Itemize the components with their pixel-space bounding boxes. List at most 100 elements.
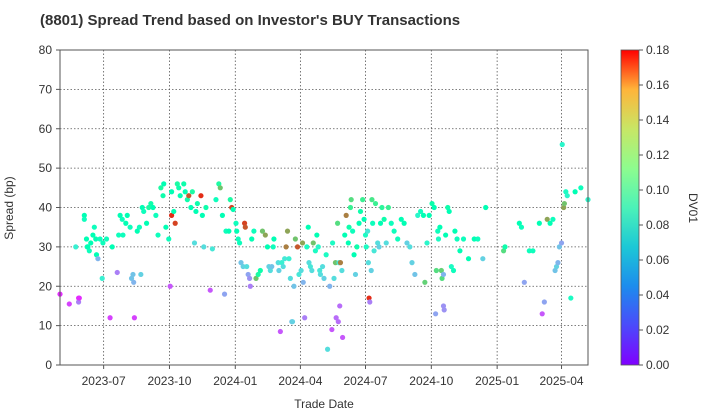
- data-point: [198, 193, 204, 199]
- data-point: [81, 216, 87, 222]
- data-point: [385, 204, 391, 211]
- data-point: [307, 263, 314, 270]
- data-point: [306, 260, 312, 266]
- data-point: [114, 269, 120, 276]
- data-point: [454, 236, 460, 242]
- data-point: [88, 240, 94, 246]
- data-point: [578, 185, 584, 191]
- data-point: [363, 244, 369, 250]
- data-point: [127, 224, 133, 230]
- data-point: [332, 260, 339, 266]
- data-point: [564, 193, 570, 199]
- y-tick-label: 0: [45, 358, 52, 372]
- data-point: [440, 303, 447, 309]
- data-point: [284, 228, 291, 234]
- data-point: [216, 181, 222, 187]
- data-point: [329, 326, 335, 333]
- data-point: [317, 267, 323, 274]
- data-point: [134, 228, 140, 234]
- data-point: [76, 295, 82, 301]
- data-point: [555, 260, 561, 266]
- data-point: [412, 271, 418, 278]
- y-tick-label: 50: [39, 161, 53, 175]
- data-point: [240, 263, 246, 270]
- data-point: [381, 216, 387, 222]
- data-point: [457, 248, 463, 254]
- data-point: [424, 240, 430, 246]
- data-point: [377, 220, 384, 226]
- data-point: [331, 275, 337, 281]
- data-point: [438, 267, 444, 274]
- data-point: [502, 244, 508, 250]
- data-point: [445, 204, 451, 211]
- data-point: [86, 248, 92, 254]
- data-point: [452, 228, 458, 234]
- data-point: [480, 256, 486, 262]
- x-tick-label: 2024-04: [278, 374, 322, 388]
- data-point: [347, 204, 354, 211]
- data-point: [184, 197, 190, 203]
- data-point: [563, 189, 569, 195]
- x-tick-label: 2024-01: [213, 374, 257, 388]
- data-point: [191, 240, 198, 246]
- data-point: [304, 244, 310, 250]
- data-point: [420, 212, 427, 218]
- data-point: [372, 200, 379, 207]
- data-point: [246, 275, 253, 281]
- data-point: [257, 267, 263, 274]
- colorbar-label: DV01: [686, 193, 700, 223]
- data-point: [282, 256, 288, 262]
- data-point: [302, 315, 308, 321]
- x-tick-label: 2023-07: [82, 374, 126, 388]
- data-point: [279, 260, 285, 266]
- data-point: [245, 271, 251, 278]
- data-point: [437, 224, 443, 230]
- data-point: [310, 240, 316, 246]
- data-point: [530, 248, 536, 254]
- data-point: [294, 244, 301, 250]
- data-point: [422, 279, 428, 285]
- data-point: [253, 275, 259, 281]
- data-point: [352, 271, 359, 278]
- data-point: [233, 220, 239, 226]
- data-point: [435, 236, 442, 242]
- data-point: [97, 236, 103, 242]
- data-point: [321, 275, 327, 281]
- data-point: [255, 271, 261, 278]
- data-point: [398, 216, 404, 222]
- data-point: [439, 275, 445, 281]
- data-point: [431, 204, 437, 211]
- data-point: [572, 189, 578, 195]
- y-tick-label: 20: [39, 279, 53, 293]
- data-point: [226, 228, 232, 234]
- data-point: [561, 204, 567, 211]
- data-point: [365, 260, 371, 266]
- colorbar-tick-label: 0.02: [646, 323, 670, 337]
- data-point: [234, 228, 240, 234]
- data-point: [314, 232, 320, 238]
- data-point: [166, 236, 172, 242]
- x-axis-label: Trade Date: [294, 397, 354, 411]
- data-point: [365, 228, 371, 234]
- data-point: [448, 263, 454, 270]
- data-point: [131, 279, 137, 285]
- data-point: [287, 275, 293, 281]
- data-point: [90, 232, 96, 238]
- data-point: [299, 240, 306, 246]
- data-point: [136, 224, 143, 230]
- data-point: [177, 193, 183, 199]
- data-point: [417, 208, 424, 215]
- data-point: [300, 279, 306, 285]
- data-point: [219, 212, 226, 218]
- data-point: [119, 216, 125, 222]
- data-point: [475, 236, 481, 242]
- data-point: [553, 263, 560, 270]
- data-point: [289, 319, 296, 325]
- data-point: [383, 240, 389, 246]
- data-point: [319, 263, 326, 270]
- data-point: [483, 204, 489, 211]
- data-point: [99, 275, 105, 281]
- colorbar-tick-label: 0.00: [646, 358, 670, 372]
- data-point: [429, 200, 435, 207]
- data-point: [141, 208, 147, 215]
